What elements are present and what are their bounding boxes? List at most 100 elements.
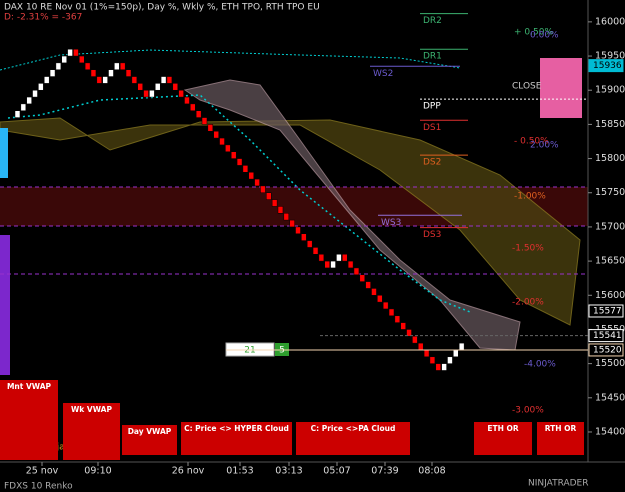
renko-brick — [365, 281, 371, 289]
renko-brick — [353, 267, 360, 276]
time-tick-label: 05:07 — [323, 466, 350, 477]
renko-brick — [254, 178, 260, 187]
price-tick-label: 15400 — [595, 426, 625, 437]
volume-profile — [0, 235, 10, 375]
renko-brick — [400, 322, 406, 330]
profile-marker — [0, 128, 8, 178]
renko-brick — [184, 96, 190, 105]
indicator-button[interactable] — [0, 380, 58, 460]
price-tag — [588, 343, 624, 357]
time-tick-label: 03:13 — [275, 466, 302, 477]
renko-brick — [14, 110, 21, 118]
renko-brick — [119, 62, 126, 70]
renko-brick — [266, 192, 272, 200]
price-tick-label: 15750 — [595, 187, 625, 198]
renko-brick — [213, 130, 219, 139]
renko-brick — [289, 219, 295, 228]
renko-brick — [324, 260, 330, 269]
renko-brick — [336, 254, 342, 262]
time-tick-label: 25 nov — [26, 466, 59, 477]
pivot-label: DR1 — [423, 52, 442, 62]
renko-brick — [435, 363, 441, 371]
renko-brick — [20, 103, 27, 111]
renko-brick — [96, 76, 103, 84]
renko-brick — [114, 62, 120, 70]
renko-brick — [312, 247, 319, 255]
pivot-label: WS2 — [373, 69, 393, 79]
renko-brick — [306, 240, 313, 248]
time-tick-label: 26 nov — [172, 466, 205, 477]
percent-label: 2.00% — [530, 141, 559, 151]
chart-title: DAX 10 RE Nov 01 (1%=150p), Day %, Wkly … — [4, 3, 320, 13]
percent-label: -1.50% — [512, 244, 544, 254]
renko-brick — [61, 55, 67, 64]
renko-brick — [195, 110, 202, 118]
renko-brick — [38, 83, 44, 91]
renko-brick — [207, 124, 214, 132]
cloud-pa — [0, 117, 581, 326]
indicator-button[interactable] — [63, 403, 120, 460]
price-tick-label: 16000 — [595, 16, 625, 27]
renko-brick — [260, 185, 266, 193]
renko-brick — [90, 69, 97, 77]
price-tag — [588, 329, 624, 343]
renko-brick — [73, 48, 79, 57]
renko-brick — [394, 315, 401, 323]
renko-brick — [32, 89, 38, 98]
renko-brick — [178, 89, 184, 98]
indicator-button[interactable] — [474, 422, 532, 455]
indicator-button[interactable] — [122, 425, 177, 455]
price-tick-label: 15800 — [595, 153, 625, 164]
button-label[interactable]: ETH OR — [487, 424, 519, 433]
renko-brick — [277, 206, 284, 214]
renko-brick — [43, 76, 50, 84]
renko-brick — [149, 89, 155, 98]
price-tick-label: 15900 — [595, 85, 625, 96]
renko-brick — [155, 83, 161, 91]
renko-brick — [137, 83, 143, 91]
renko-brick — [417, 342, 424, 351]
indicator-button[interactable] — [296, 422, 410, 455]
pivot-label: DR2 — [423, 16, 442, 26]
button-label[interactable]: Mnt VWAP — [7, 382, 52, 391]
indicator-button[interactable] — [537, 422, 584, 455]
renko-brick — [166, 76, 173, 84]
renko-brick — [283, 213, 290, 221]
renko-brick — [236, 158, 243, 166]
renko-brick — [423, 349, 430, 358]
button-label[interactable]: C: Price <>PA Cloud — [311, 424, 396, 433]
counter: 21 — [244, 346, 255, 356]
pivot-label: DS2 — [423, 158, 441, 168]
button-label[interactable]: C: Price <> HYPER Cloud — [184, 424, 289, 433]
renko-brick — [225, 144, 231, 152]
pivot-label: DPP — [423, 102, 441, 112]
renko-brick — [26, 96, 32, 105]
renko-brick — [201, 117, 208, 125]
renko-brick — [108, 69, 114, 77]
price-tick-label: 15500 — [595, 358, 625, 369]
vwap-line — [0, 49, 461, 71]
time-tick-label: 08:08 — [418, 466, 445, 477]
time-tick-label: 01:53 — [226, 466, 253, 477]
percent-label: -4.00% — [524, 360, 556, 370]
renko-brick — [67, 48, 73, 57]
vwap-line — [7, 94, 471, 313]
button-label[interactable]: Wk VWAP — [71, 405, 112, 414]
button-label[interactable]: RTH OR — [545, 424, 577, 433]
percent-label: - 0.50% — [514, 137, 549, 147]
renko-brick — [248, 171, 254, 180]
copyright: © 2021 NinjaTrader, LLC — [4, 443, 115, 453]
indicator-button[interactable] — [181, 422, 292, 455]
renko-brick — [347, 260, 354, 269]
renko-brick — [301, 233, 307, 241]
counter-step: 5 — [279, 346, 285, 356]
renko-brick — [382, 301, 389, 310]
percent-label: -1.00% — [514, 192, 546, 202]
time-tick-label: 09:10 — [84, 466, 111, 477]
renko-brick — [377, 295, 383, 303]
renko-brick — [131, 76, 138, 84]
renko-brick — [125, 69, 132, 77]
chart-subtitle: D: -2.31% = -367 — [4, 13, 82, 23]
price-tick-label: 15450 — [595, 392, 625, 403]
button-label[interactable]: Day VWAP — [128, 427, 172, 436]
